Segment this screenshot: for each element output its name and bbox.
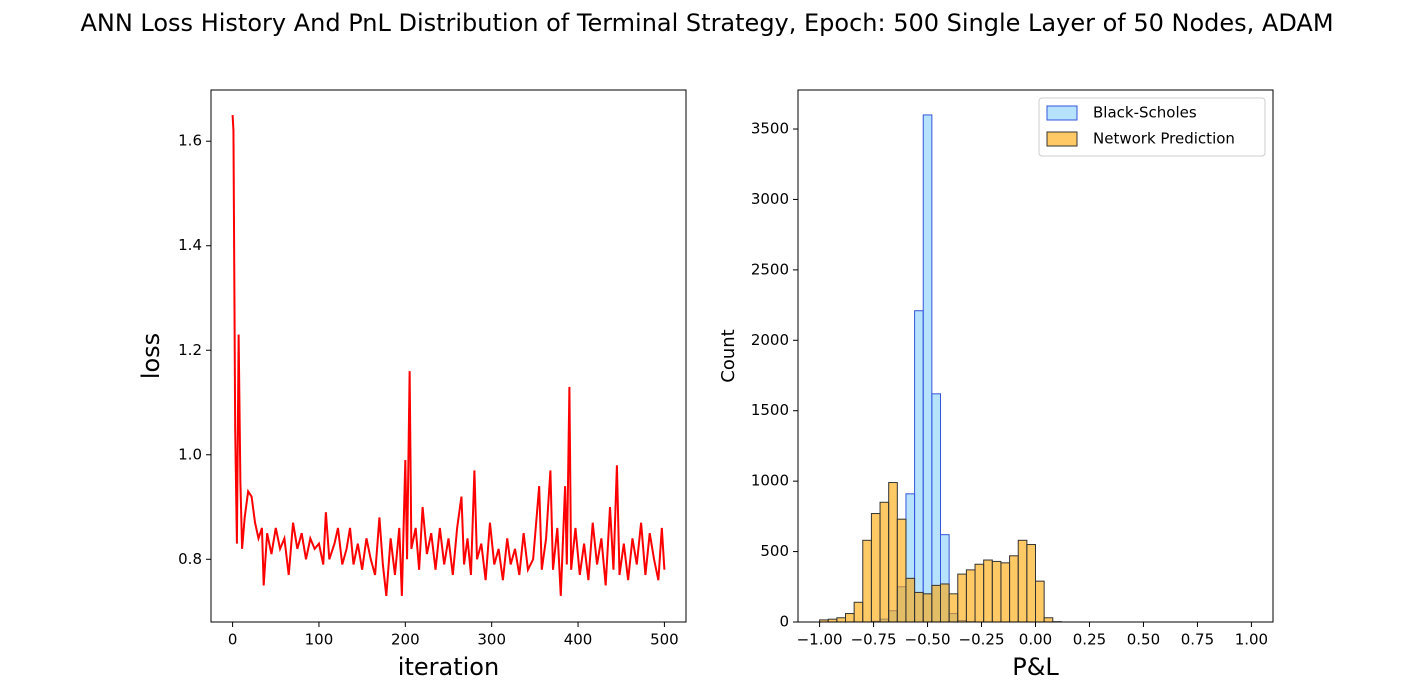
histogram-bar: [1017, 539, 1028, 623]
x-tick-label: 1.00: [1235, 631, 1268, 649]
x-tick-label: 0.25: [1073, 631, 1106, 649]
histogram-bar: [914, 591, 924, 623]
histogram-bar: [914, 310, 924, 623]
legend-label: Network Prediction: [1093, 130, 1235, 148]
loss-line: [231, 115, 666, 596]
axes-frame: [210, 89, 687, 623]
y-tick-label: 1.4: [178, 236, 202, 254]
y-axis-label: Count: [718, 329, 739, 382]
histogram-bar: [853, 601, 864, 623]
histogram-bar: [888, 482, 898, 623]
x-tick-label: −0.25: [959, 631, 1005, 649]
y-tick-label: 1500: [751, 401, 789, 419]
histogram-bar: [845, 613, 855, 623]
x-tick-label: 500: [650, 631, 679, 649]
x-axis-label: P&L: [1012, 653, 1059, 681]
histogram-bar: [983, 559, 993, 623]
x-tick-label: 0.00: [1019, 631, 1052, 649]
axes: −1.00 −0.75 −0.50 −0.25 0.00 0.25 0.50 0.75 1.00…: [718, 89, 1274, 681]
x-tick-label: 100: [305, 631, 334, 649]
x-axis-label: iteration: [398, 653, 499, 681]
histogram-bar: [922, 593, 933, 623]
x-tick-label: −0.50: [905, 631, 951, 649]
x-tick-label: 0.75: [1181, 631, 1214, 649]
legend: Black-Scholes Network Prediction: [1038, 97, 1266, 157]
histogram-bar: [974, 563, 985, 623]
y-tick-label: 1.2: [178, 341, 202, 359]
y-tick-label: 500: [760, 542, 789, 560]
y-axis-label: loss: [137, 333, 165, 379]
histogram-bar: [931, 584, 942, 623]
histogram-bar: [870, 513, 881, 623]
histogram-bar: [965, 569, 976, 623]
y-tick-label: 2000: [751, 331, 789, 349]
axes: 0 100 200 300 400 500 0.8 1.0 1.2 1.4 1.6 iteration…: [137, 89, 687, 681]
x-tick-label: 0: [228, 631, 238, 649]
x-tick-label: 0.50: [1127, 631, 1160, 649]
y-tick-label: 1.0: [178, 445, 202, 463]
legend-label: Black-Scholes: [1093, 104, 1197, 122]
histogram-bar: [836, 617, 847, 623]
legend-swatch: [1046, 105, 1078, 121]
y-tick-label: 1000: [751, 472, 789, 490]
histogram-bar: [948, 593, 959, 623]
histogram-bar: [1026, 544, 1037, 623]
histogram-bar: [905, 577, 916, 623]
axes-frame: [797, 89, 1274, 623]
histogram-bar: [991, 560, 1002, 623]
histogram-bar: [957, 573, 967, 623]
histogram-bar: [1043, 617, 1054, 623]
y-tick-label: 2500: [751, 260, 789, 278]
x-tick-label: 300: [477, 631, 506, 649]
y-tick-label: 0.8: [178, 550, 202, 568]
figure-title: ANN Loss History And PnL Distribution of…: [80, 9, 1333, 37]
x-tick-label: 200: [391, 631, 420, 649]
y-tick-label: 3000: [751, 190, 789, 208]
y-tick-label: 1.6: [178, 132, 202, 150]
histogram-bar: [1009, 555, 1019, 623]
x-tick-label: 400: [564, 631, 593, 649]
y-tick-label: 3500: [751, 120, 789, 138]
histogram-bar: [940, 583, 950, 623]
histogram-bar: [1035, 580, 1045, 623]
histogram-bar: [922, 114, 933, 623]
histogram-bar: [1000, 562, 1011, 623]
legend-swatch: [1046, 131, 1078, 147]
x-tick-label: −1.00: [797, 631, 843, 649]
y-tick-label: 0: [779, 613, 789, 631]
histogram-bar: [879, 501, 890, 623]
histogram-bar: [862, 539, 872, 623]
legend-frame: [1038, 97, 1266, 157]
histogram-bar: [896, 518, 907, 623]
x-tick-label: −0.75: [851, 631, 897, 649]
